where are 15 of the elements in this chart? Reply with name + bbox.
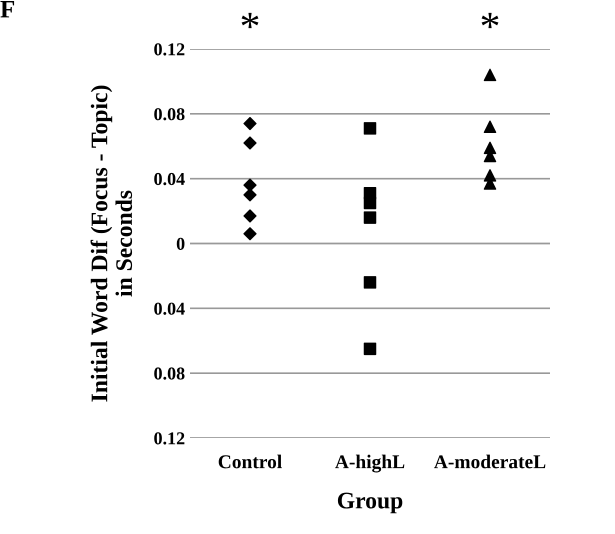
- y-tick-label: 0.12: [154, 43, 184, 56]
- y-tick-label: 0.08: [154, 367, 185, 380]
- y-tick-label: 0.04: [154, 172, 185, 186]
- y-axis-title: Initial Word Dif (Focus - Topic) in Seconds: [90, 86, 132, 402]
- y-tick-label: 0.08: [154, 108, 185, 120]
- y-tick-label: 0: [176, 238, 184, 250]
- text: *: [242, 12, 258, 28]
- x-tick-label: A-moderateL: [434, 454, 546, 468]
- text: *: [482, 12, 498, 28]
- x-tick-label: Control: [218, 454, 282, 468]
- y-tick-label: 0.12: [154, 432, 184, 445]
- y-tick-label: 0.04: [154, 302, 185, 315]
- x-tick-label: A-highL: [335, 454, 404, 472]
- x-axis-title: Group: [338, 492, 402, 514]
- text: F: [0, 0, 14, 18]
